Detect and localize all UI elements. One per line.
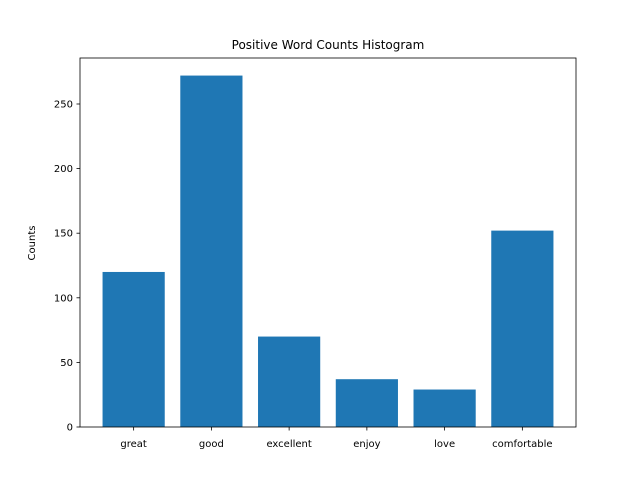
x-tick-label: enjoy	[353, 439, 380, 450]
chart-title: Positive Word Counts Histogram	[232, 38, 425, 52]
y-tick-label: 200	[54, 164, 73, 175]
x-tick-label: excellent	[266, 439, 311, 450]
y-axis-label: Counts	[27, 226, 38, 261]
x-tick-label: good	[199, 439, 224, 450]
y-tick-label: 250	[54, 99, 73, 110]
bar-love	[413, 389, 476, 427]
y-tick-label: 50	[60, 358, 73, 369]
bar-excellent	[258, 336, 321, 427]
bar-good	[180, 75, 243, 427]
x-tick-label: love	[434, 439, 455, 450]
plot-area: great good excellent enjoy love comfortable 0 5…	[54, 75, 554, 450]
x-tick-label: comfortable	[492, 439, 552, 450]
x-tick-label: great	[120, 439, 147, 450]
bar-comfortable	[491, 230, 554, 427]
bar-enjoy	[335, 379, 398, 427]
axes-frame	[79, 57, 577, 428]
y-tick-label: 150	[54, 229, 73, 240]
y-tick-label: 100	[54, 293, 73, 304]
bar-great	[102, 271, 165, 427]
y-tick-label: 0	[67, 423, 73, 434]
